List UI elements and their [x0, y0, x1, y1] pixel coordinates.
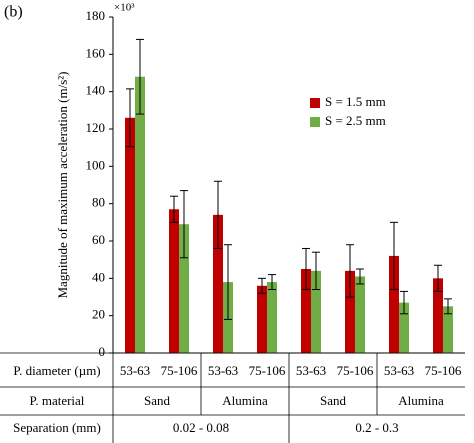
material-label: Sand [320, 393, 347, 408]
separation-label: 0.02 - 0.08 [173, 420, 229, 435]
error-bar [444, 298, 452, 315]
bar [443, 306, 453, 353]
panel-label: (b) [4, 4, 23, 21]
bar [213, 214, 223, 353]
error-bar [136, 38, 144, 115]
error-bar [214, 180, 222, 249]
bar [345, 270, 355, 353]
error-bar [224, 244, 232, 320]
bar [125, 117, 135, 353]
bar [389, 255, 399, 353]
bar [179, 224, 189, 353]
bar [311, 270, 321, 353]
separation-label: 0.2 - 0.3 [355, 420, 398, 435]
error-bar [126, 88, 134, 148]
bar [399, 302, 409, 353]
y-tick-label: 20 [92, 307, 105, 322]
y-tick-label: 60 [92, 232, 105, 247]
error-bar [170, 195, 178, 223]
x-tick-label: 53-63 [384, 363, 414, 378]
y-tick-label: 180 [86, 8, 106, 23]
y-tick-label: 40 [92, 269, 105, 284]
x-tick-label: 53-63 [120, 363, 150, 378]
x-tick-label: 75-106 [337, 363, 374, 378]
y-tick-label: 140 [86, 83, 106, 98]
row-label: P. material [30, 393, 85, 408]
x-tick-label: 53-63 [208, 363, 238, 378]
error-bar [258, 277, 266, 294]
y-tick-label: 120 [86, 120, 106, 135]
row-label: P. diameter (µm) [13, 363, 100, 378]
y-tick-label: 80 [92, 195, 105, 210]
error-bar [302, 247, 310, 291]
bar [355, 276, 365, 353]
y-axis-title: Magnitude of maximum acceleration (m/s²) [55, 72, 70, 299]
error-bar [346, 244, 354, 298]
legend-label: S = 1.5 mm [325, 94, 386, 109]
legend-swatch [310, 117, 320, 127]
bar [267, 282, 277, 353]
y-tick-label: 100 [86, 157, 106, 172]
error-bar [268, 274, 276, 291]
material-label: Alumina [222, 393, 268, 408]
legend-label: S = 2.5 mm [325, 113, 386, 128]
x-tick-label: 75-106 [425, 363, 462, 378]
error-bar [434, 264, 442, 292]
error-bar [312, 251, 320, 291]
material-label: Alumina [398, 393, 444, 408]
error-bar [400, 290, 408, 315]
bar [135, 76, 145, 353]
error-bar [356, 268, 364, 285]
row-label: Separation (mm) [13, 420, 101, 435]
y-tick-label: 0 [99, 344, 106, 359]
legend-swatch [310, 98, 320, 108]
bar [301, 269, 311, 353]
bar [169, 209, 179, 353]
bar [433, 278, 443, 353]
y-tick-label: 160 [86, 45, 106, 60]
x-tick-label: 75-106 [161, 363, 198, 378]
x-tick-label: 75-106 [249, 363, 286, 378]
bar [257, 285, 267, 353]
error-bar [180, 190, 188, 259]
multiplier: ×10³ [114, 2, 135, 14]
x-tick-label: 53-63 [296, 363, 326, 378]
material-label: Sand [144, 393, 171, 408]
error-bar [390, 221, 398, 291]
